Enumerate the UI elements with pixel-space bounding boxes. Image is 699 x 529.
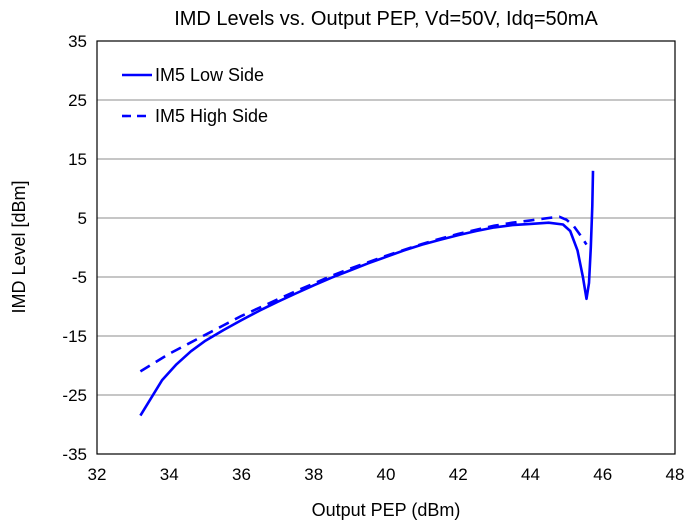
legend-label: IM5 Low Side bbox=[155, 65, 264, 85]
y-tick-label: 5 bbox=[78, 209, 87, 228]
legend-label: IM5 High Side bbox=[155, 106, 268, 126]
x-tick-label: 40 bbox=[377, 465, 396, 484]
legend: IM5 Low Side IM5 High Side bbox=[122, 65, 268, 126]
series-line-im5-high-side bbox=[139, 215, 588, 373]
y-tick-label: -35 bbox=[62, 445, 87, 464]
x-tick-label: 44 bbox=[521, 465, 540, 484]
x-tick-label: 38 bbox=[304, 465, 323, 484]
y-tick-label: 15 bbox=[68, 150, 87, 169]
x-tick-label: 32 bbox=[88, 465, 107, 484]
x-tick-label: 34 bbox=[160, 465, 179, 484]
y-tick-label: -5 bbox=[72, 268, 87, 287]
plot-frame bbox=[96, 40, 676, 455]
chart-title: IMD Levels vs. Output PEP, Vd=50V, Idq=5… bbox=[174, 8, 598, 30]
y-tick-label: -25 bbox=[62, 386, 87, 405]
grid-lines bbox=[97, 99, 675, 396]
x-tick-label: 42 bbox=[449, 465, 468, 484]
x-tick-label: 46 bbox=[593, 465, 612, 484]
x-tick-label: 48 bbox=[666, 465, 685, 484]
y-axis-label: IMD Level [dBm] bbox=[9, 180, 29, 313]
series-line-im5-low-side bbox=[139, 170, 595, 417]
y-tick-label: 25 bbox=[68, 91, 87, 110]
x-tick-label: 36 bbox=[232, 465, 251, 484]
x-tick-labels: 32 34 36 38 40 42 44 46 48 bbox=[88, 465, 685, 484]
y-tick-label: -15 bbox=[62, 327, 87, 346]
y-tick-labels: 35 25 15 5 -5 -15 -25 -35 bbox=[62, 32, 87, 464]
x-axis-label: Output PEP (dBm) bbox=[312, 500, 461, 520]
y-tick-label: 35 bbox=[68, 32, 87, 51]
series-layer bbox=[139, 170, 595, 417]
